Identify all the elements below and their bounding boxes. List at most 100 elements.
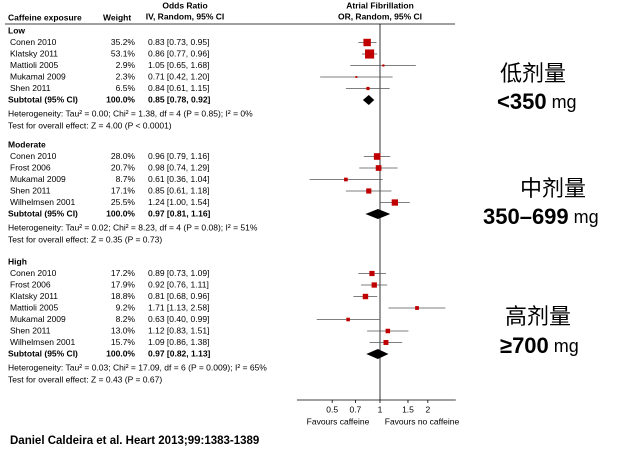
subtotal-diamond <box>365 209 391 219</box>
x-tick-label: 2 <box>425 404 430 414</box>
weight: 28.0% <box>111 151 136 161</box>
weight: 2.9% <box>116 60 136 70</box>
ci-label: 0.84 [0.61, 1.15] <box>148 83 209 93</box>
dose-range: 350–699 mg <box>483 204 599 229</box>
ci-label: 0.98 [0.74, 1.29] <box>148 162 209 172</box>
subtotal-diamond <box>362 95 375 105</box>
x-left-label: Favours caffeine <box>307 416 370 426</box>
study-square <box>391 199 398 206</box>
header-plot-title: Atrial Fibrillation <box>346 0 414 10</box>
dose-value: 350–699 <box>483 204 569 229</box>
weight: 8.2% <box>116 314 136 324</box>
ci-label: 1.09 [0.86, 1.38] <box>148 337 209 347</box>
ci-label: 1.05 [0.65, 1.68] <box>148 60 209 70</box>
ci-label: 0.83 [0.73, 0.95] <box>148 37 209 47</box>
ci-label: 0.97 [0.82, 1.13] <box>148 348 211 358</box>
study-name: Mattioli 2005 <box>10 60 58 70</box>
study-square <box>366 86 370 91</box>
group-name: Moderate <box>8 139 46 149</box>
study-square <box>415 306 419 310</box>
weight: 8.7% <box>116 174 136 184</box>
weight: 100.0% <box>106 208 135 218</box>
study-square <box>382 64 385 67</box>
study-name: Mukamal 2009 <box>10 174 66 184</box>
weight: 20.7% <box>111 162 136 172</box>
subtotal-name: Subtotal (95% CI) <box>8 348 78 358</box>
ci-label: 1.71 [1.13, 2.58] <box>148 302 209 312</box>
study-square <box>362 293 369 300</box>
heterogeneity: Heterogeneity: Tau² = 0.00; Chi² = 1.38,… <box>8 108 253 118</box>
ci-label: 0.89 [0.73, 1.09] <box>148 268 209 278</box>
group-name: High <box>8 256 27 266</box>
x-tick-label: 1 <box>378 404 383 414</box>
dose-value: ≥700 <box>500 333 549 358</box>
heterogeneity: Heterogeneity: Tau² = 0.02; Chi² = 8.23,… <box>8 222 258 232</box>
weight: 13.0% <box>111 325 136 335</box>
study-name: Mukamal 2009 <box>10 71 66 81</box>
study-square <box>371 282 377 288</box>
study-name: Wilhelmsen 2001 <box>10 337 75 347</box>
citation: Daniel Caldeira et al. Heart 2013;99:138… <box>10 435 259 447</box>
ci-label: 0.85 [0.61, 1.18] <box>148 185 209 195</box>
weight: 25.5% <box>111 197 136 207</box>
group-name: Low <box>8 25 25 35</box>
header-study: Caffeine exposure <box>8 12 82 22</box>
study-name: Conen 2010 <box>10 151 57 161</box>
study-square <box>375 165 382 171</box>
ci-label: 0.61 [0.36, 1.04] <box>148 174 209 184</box>
study-name: Conen 2010 <box>10 37 57 47</box>
ci-label: 0.86 [0.77, 0.96] <box>148 48 209 58</box>
ci-label: 0.63 [0.40, 0.99] <box>148 314 209 324</box>
weight: 35.2% <box>111 37 136 47</box>
study-name: Frost 2006 <box>10 162 51 172</box>
ci-label: 1.12 [0.83, 1.51] <box>148 325 209 335</box>
study-name: Shen 2011 <box>10 83 51 93</box>
study-name: Mattioli 2005 <box>10 302 58 312</box>
study-square <box>369 270 375 277</box>
weight: 17.1% <box>111 185 136 195</box>
study-name: Klatsky 2011 <box>10 291 58 301</box>
weight: 18.8% <box>111 291 136 301</box>
weight: 9.2% <box>116 302 136 312</box>
overall-effect: Test for overall effect: Z = 4.00 (P < 0… <box>8 120 172 130</box>
heterogeneity: Heterogeneity: Tau² = 0.03; Chi² = 17.09… <box>8 362 267 372</box>
overall-effect: Test for overall effect: Z = 0.43 (P = 0… <box>8 374 162 384</box>
ci-label: 0.96 [0.79, 1.16] <box>148 151 209 161</box>
header-plot-method: OR, Random, 95% CI <box>338 11 422 21</box>
study-name: Mukamal 2009 <box>10 314 66 324</box>
ci-label: 0.81 [0.68, 0.96] <box>148 291 209 301</box>
study-square <box>346 317 350 322</box>
dose-unit: mg <box>554 336 579 356</box>
dose-label: 高剂量 <box>505 304 571 329</box>
study-name: Wilhelmsen 2001 <box>10 197 75 207</box>
ci-label: 0.85 [0.78, 0.92] <box>148 94 211 104</box>
dose-unit: mg <box>552 92 577 112</box>
weight: 15.7% <box>111 337 136 347</box>
study-square <box>383 340 389 345</box>
weight: 53.1% <box>111 48 136 58</box>
study-square <box>355 76 358 78</box>
dose-value: <350 <box>497 89 547 114</box>
study-square <box>365 49 375 59</box>
ci-label: 0.97 [0.81, 1.16] <box>148 208 211 218</box>
x-tick-label: 1.5 <box>402 404 414 414</box>
study-name: Shen 2011 <box>10 185 51 195</box>
overall-effect: Test for overall effect: Z = 0.35 (P = 0… <box>8 234 162 244</box>
weight: 100.0% <box>106 94 135 104</box>
weight: 2.3% <box>116 71 136 81</box>
subtotal-name: Subtotal (95% CI) <box>8 94 78 104</box>
dose-label: 中剂量 <box>520 176 586 201</box>
ci-label: 0.92 [0.76, 1.11] <box>148 279 209 289</box>
weight: 17.2% <box>111 268 136 278</box>
study-square <box>366 188 372 194</box>
x-tick-label: 0.5 <box>326 404 338 414</box>
subtotal-diamond <box>366 349 389 359</box>
study-square <box>363 38 371 47</box>
x-tick-label: 0.7 <box>349 404 361 414</box>
header-weight: Weight <box>103 12 131 22</box>
ci-label: 1.24 [1.00, 1.54] <box>148 197 209 207</box>
study-square <box>344 177 348 182</box>
header-ci-title: Odds Ratio <box>162 0 207 10</box>
study-square <box>385 328 391 334</box>
